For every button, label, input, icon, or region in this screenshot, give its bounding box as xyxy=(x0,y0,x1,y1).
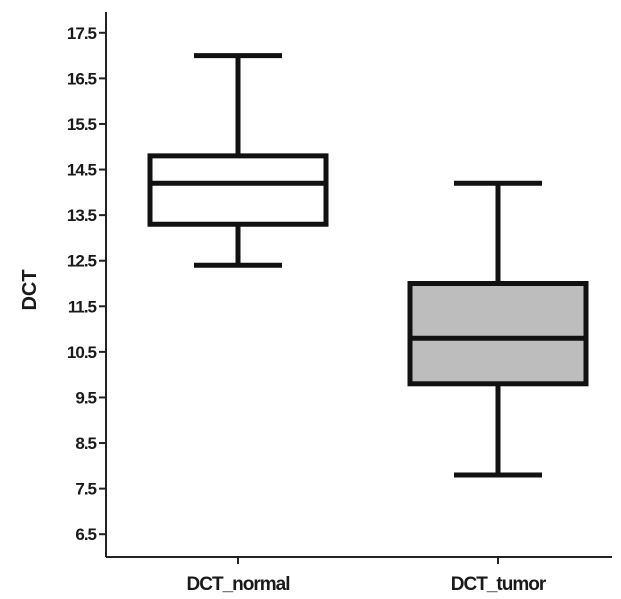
y-tick-label: 7.5 xyxy=(75,480,96,499)
y-tick-label: 10.5 xyxy=(67,343,97,362)
y-tick-label: 14.5 xyxy=(67,161,97,180)
y-tick-label: 15.5 xyxy=(67,115,97,134)
y-tick-label: 8.5 xyxy=(75,434,96,453)
y-tick-label: 12.5 xyxy=(67,252,97,271)
x-axis-labels: DCT_normal DCT_tumor xyxy=(187,557,548,595)
boxes xyxy=(147,53,589,478)
y-tick-label: 16.5 xyxy=(67,69,97,88)
y-axis-ticks: 17.5 16.5 15.5 14.5 13.5 12.5 11.5 10.5 9.5 8.5 7.… xyxy=(67,24,106,544)
box-DCT_normal xyxy=(147,53,329,268)
y-tick-label: 13.5 xyxy=(67,206,97,225)
y-tick-label: 11.5 xyxy=(68,297,97,316)
iqr-box xyxy=(407,281,589,387)
x-tick-label: DCT_normal xyxy=(187,574,290,595)
y-tick-label: 6.5 xyxy=(75,525,96,544)
y-tick-label: 17.5 xyxy=(67,24,97,43)
y-tick-label: 9.5 xyxy=(75,388,96,407)
y-axis-title: DCT xyxy=(19,269,41,310)
axes xyxy=(105,12,612,558)
x-tick-label: DCT_tumor xyxy=(451,574,547,595)
box-DCT_tumor xyxy=(407,180,589,478)
iqr-box xyxy=(147,153,329,227)
